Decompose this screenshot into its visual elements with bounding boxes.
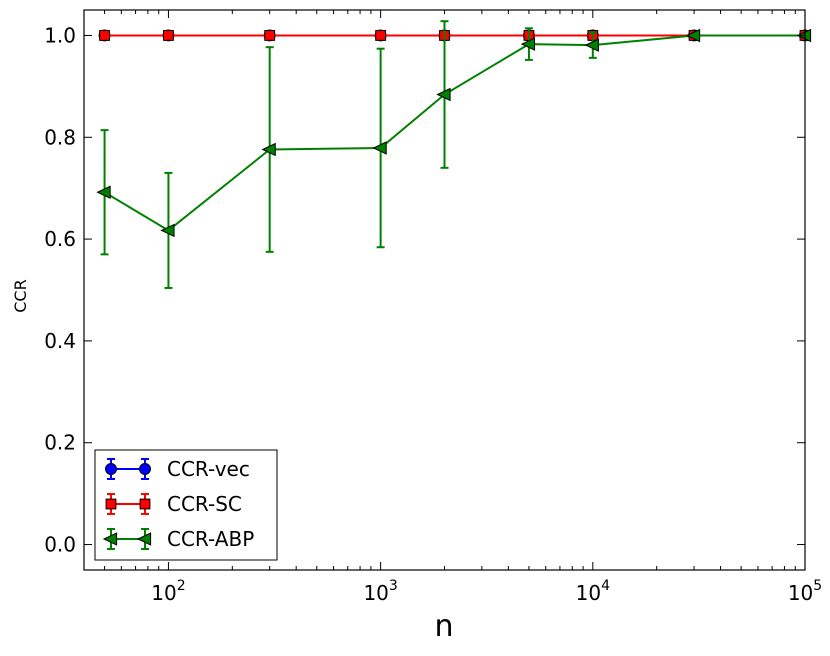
data-point — [520, 37, 536, 51]
data-point — [375, 30, 387, 41]
legend-marker — [105, 498, 117, 510]
legend-label: CCR-SC — [167, 492, 242, 516]
data-point — [436, 87, 451, 102]
legend-marker — [105, 463, 117, 475]
data-point — [99, 30, 110, 41]
data-point — [264, 30, 276, 41]
data-point — [160, 223, 175, 238]
legend-marker — [102, 532, 118, 546]
legend-marker — [136, 532, 152, 546]
data-point — [372, 141, 387, 155]
data-point — [584, 38, 599, 52]
legend-label: CCR-ABP — [167, 527, 254, 551]
x-tick-label: 104 — [576, 578, 610, 605]
x-tick-label: 105 — [788, 578, 822, 605]
x-tick-label: 102 — [151, 578, 185, 605]
x-tick-label: 103 — [363, 578, 397, 605]
legend-entry: CCR-vec — [105, 457, 250, 481]
legend: CCR-vec CCR-SC CCR-ABP — [94, 449, 278, 561]
series-layer — [96, 20, 812, 289]
legend-entry: CCR-ABP — [102, 527, 254, 551]
data-point — [261, 142, 276, 157]
x-axis-label: n — [434, 609, 453, 644]
data-point — [685, 28, 701, 43]
y-axis-label: CCR — [11, 279, 30, 312]
legend-label: CCR-vec — [167, 457, 250, 481]
series-ccr-abp — [96, 20, 812, 289]
plot-frame — [83, 9, 806, 571]
y-tick-label: 0.2 — [44, 431, 76, 455]
data-point — [163, 30, 174, 41]
y-tick-label: 0.8 — [44, 125, 76, 149]
y-tick-label: 1.0 — [44, 23, 76, 47]
legend-entry: CCR-SC — [105, 492, 242, 516]
y-tick-label: 0.0 — [44, 533, 76, 557]
y-tick-label: 0.4 — [44, 329, 76, 353]
legend-marker — [139, 498, 151, 510]
y-tick-label: 0.6 — [44, 227, 76, 251]
legend-marker — [139, 463, 151, 475]
data-point — [96, 185, 111, 199]
